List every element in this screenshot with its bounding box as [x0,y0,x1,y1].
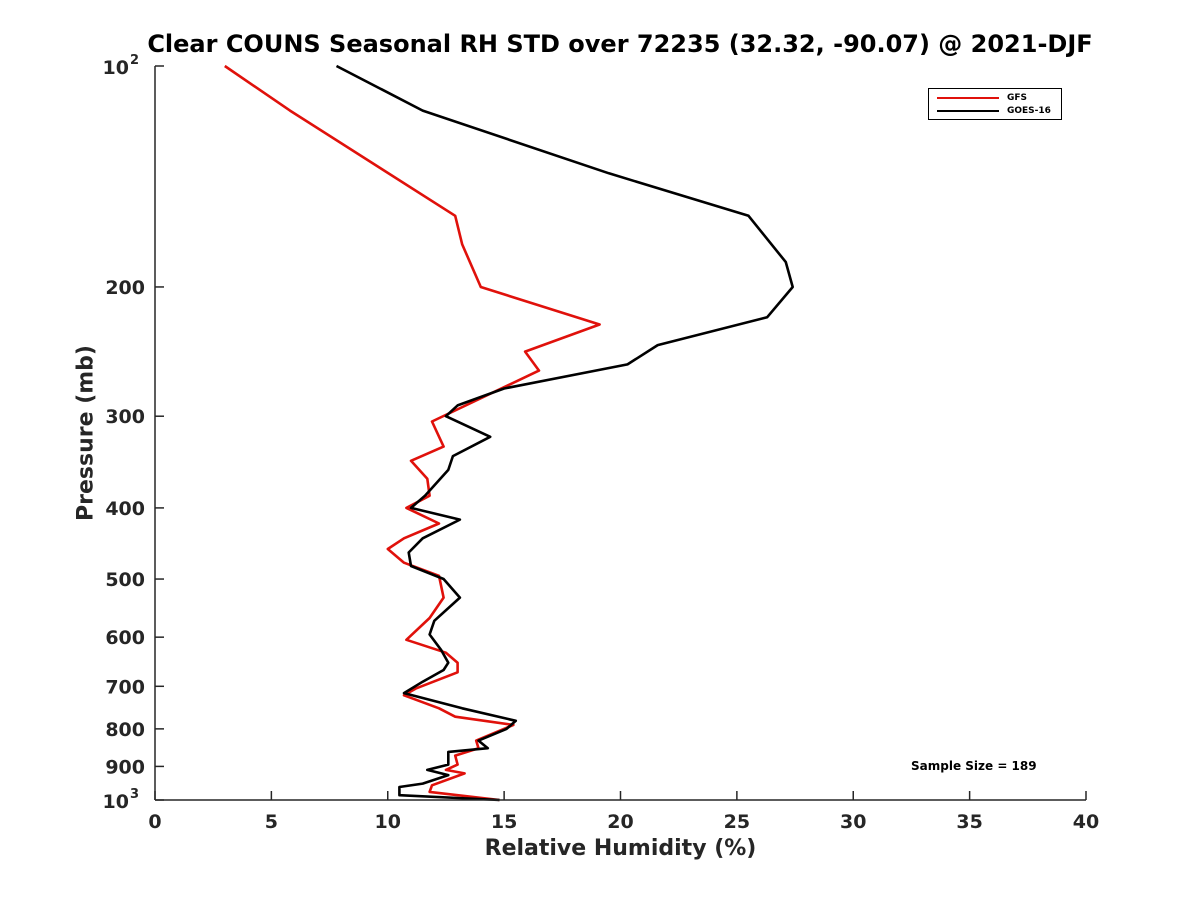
legend: GFS GOES-16 [928,88,1062,120]
plot-lines [224,64,795,802]
y-tick-exponent: 3 [130,787,139,802]
y-tick-label: 500 [105,569,145,591]
legend-swatch-gfs [937,97,999,99]
sample-size-annotation: Sample Size = 189 [911,759,1037,773]
x-tick-label: 10 [375,811,401,833]
series-line-gfs [224,64,601,802]
chart-title: Clear COUNS Seasonal RH STD over 72235 (… [147,30,1093,58]
y-tick-label: 300 [105,406,145,428]
y-tick-label: 900 [105,756,145,778]
y-axis-label: Pressure (mb) [73,345,99,521]
y-tick-label: 400 [105,498,145,520]
x-tick-label: 40 [1073,811,1099,833]
x-ticks: 0 5 10 15 20 25 30 35 40 [148,791,1099,833]
y-tick-label: 600 [105,627,145,649]
x-axis-label: Relative Humidity (%) [484,836,757,861]
y-tick-label: 800 [105,719,145,741]
legend-entry-goes16: GOES-16 [937,105,1051,117]
y-tick-label: 200 [105,277,145,299]
legend-label-gfs: GFS [1007,93,1028,103]
y-tick-label: 700 [105,676,145,698]
x-tick-label: 20 [607,811,633,833]
x-tick-label: 35 [956,811,982,833]
legend-swatch-goes16 [937,110,999,112]
x-tick-label: 25 [724,811,750,833]
x-tick-label: 5 [265,811,278,833]
y-tick-exponent: 2 [130,53,139,68]
y-tick-label: 10 [103,57,129,79]
y-tick-label: 10 [103,791,129,813]
legend-label-goes16: GOES-16 [1007,106,1051,116]
legend-entry-gfs: GFS [937,92,1027,104]
x-tick-label: 15 [491,811,517,833]
series-line-goes16 [335,64,795,802]
x-tick-label: 0 [148,811,161,833]
x-tick-label: 30 [840,811,866,833]
